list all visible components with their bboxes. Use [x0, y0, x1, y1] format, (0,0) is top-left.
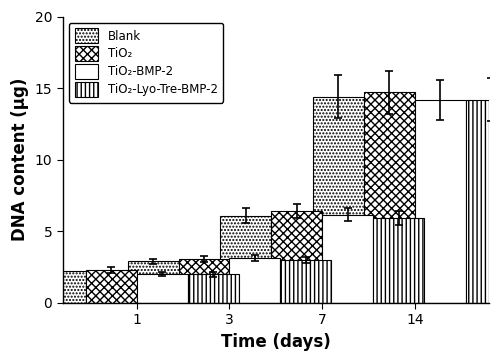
- Bar: [230, 258, 280, 303]
- Legend: Blank, TiO₂, TiO₂-BMP-2, TiO₂-Lyo-Tre-BMP-2: Blank, TiO₂, TiO₂-BMP-2, TiO₂-Lyo-Tre-BM…: [68, 22, 224, 102]
- Bar: [137, 274, 188, 303]
- Bar: [364, 92, 415, 303]
- Bar: [178, 259, 230, 303]
- Bar: [373, 218, 424, 303]
- Bar: [128, 261, 178, 303]
- Bar: [220, 216, 271, 303]
- Bar: [86, 270, 137, 303]
- Y-axis label: DNA content (μg): DNA content (μg): [11, 78, 29, 241]
- Bar: [188, 274, 238, 303]
- Bar: [415, 100, 466, 303]
- Bar: [280, 260, 332, 303]
- Bar: [35, 272, 86, 303]
- Bar: [271, 211, 322, 303]
- X-axis label: Time (days): Time (days): [221, 333, 330, 351]
- Bar: [313, 97, 364, 303]
- Bar: [466, 100, 500, 303]
- Bar: [322, 215, 373, 303]
